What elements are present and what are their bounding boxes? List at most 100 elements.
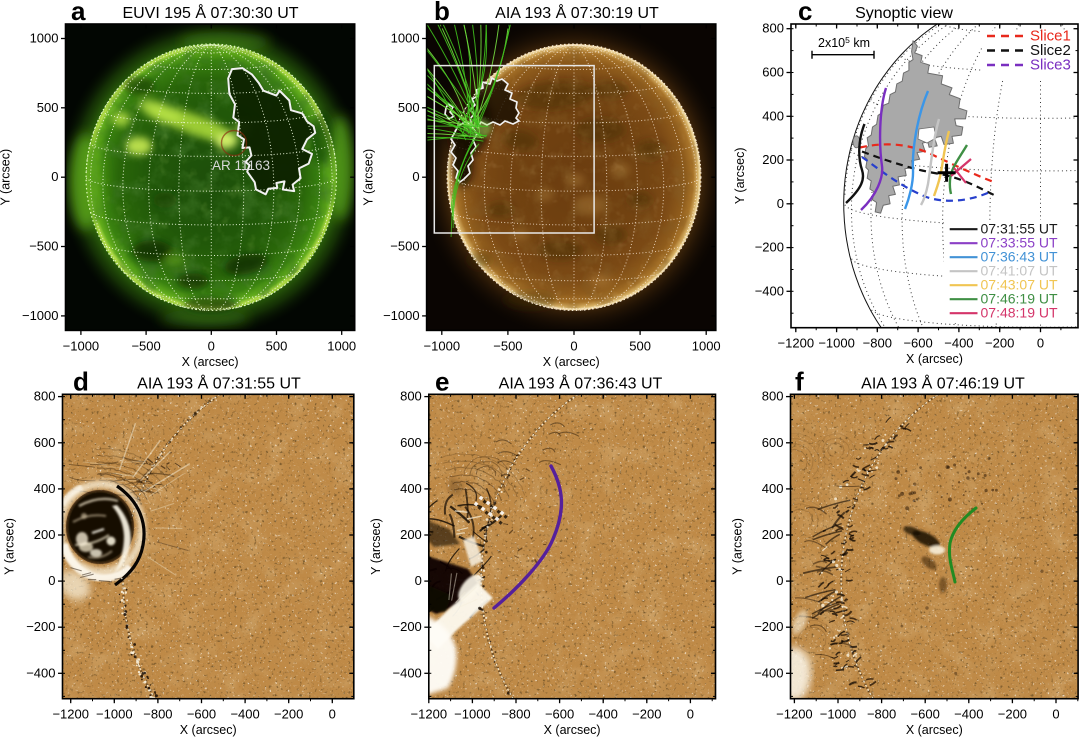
- svg-text:Y (arcsec): Y (arcsec): [362, 149, 376, 206]
- svg-text:0: 0: [570, 338, 577, 353]
- svg-text:800: 800: [400, 389, 422, 404]
- svg-text:Y (arcsec): Y (arcsec): [733, 147, 747, 204]
- svg-text:800: 800: [34, 389, 56, 404]
- svg-text:1000: 1000: [327, 338, 356, 353]
- svg-text:07:31:55 UT: 07:31:55 UT: [981, 221, 1058, 237]
- svg-text:400: 400: [400, 481, 422, 496]
- svg-text:−1000: −1000: [454, 707, 491, 722]
- svg-text:AIA 193 Å 07:36:43 UT: AIA 193 Å 07:36:43 UT: [499, 373, 663, 392]
- svg-text:−400: −400: [230, 707, 259, 722]
- svg-text:AIA 193 Å 07:30:19 UT: AIA 193 Å 07:30:19 UT: [495, 3, 659, 22]
- svg-text:−1000: −1000: [818, 336, 855, 351]
- svg-text:500: 500: [629, 338, 651, 353]
- svg-text:0: 0: [1052, 707, 1059, 722]
- svg-text:Y (arcsec): Y (arcsec): [0, 149, 13, 206]
- svg-text:0: 0: [777, 196, 784, 211]
- svg-text:−1000: −1000: [424, 338, 461, 353]
- svg-text:−400: −400: [944, 336, 973, 351]
- svg-text:−600: −600: [187, 707, 216, 722]
- svg-text:0: 0: [776, 573, 783, 588]
- svg-text:−1200: −1200: [776, 707, 813, 722]
- svg-text:07:41:07 UT: 07:41:07 UT: [981, 263, 1058, 279]
- svg-text:0: 0: [687, 707, 694, 722]
- svg-text:0: 0: [48, 573, 55, 588]
- svg-text:600: 600: [762, 435, 784, 450]
- svg-text:1000: 1000: [692, 338, 721, 353]
- svg-text:AIA 193 Å 07:46:19 UT: AIA 193 Å 07:46:19 UT: [861, 373, 1025, 392]
- svg-text:X (arcsec): X (arcsec): [180, 723, 237, 737]
- svg-text:−200: −200: [754, 619, 783, 634]
- svg-text:−1200: −1200: [52, 707, 89, 722]
- svg-text:−500: −500: [390, 239, 419, 254]
- svg-text:c: c: [798, 0, 812, 26]
- svg-text:0: 0: [208, 338, 215, 353]
- svg-text:a: a: [71, 0, 86, 26]
- svg-text:Y (arcsec): Y (arcsec): [731, 518, 745, 575]
- svg-text:800: 800: [762, 389, 784, 404]
- svg-text:200: 200: [762, 527, 784, 542]
- svg-text:−600: −600: [545, 707, 574, 722]
- svg-text:−200: −200: [274, 707, 303, 722]
- svg-text:−800: −800: [143, 707, 172, 722]
- svg-text:Y (arcsec): Y (arcsec): [3, 518, 17, 575]
- svg-text:−1000: −1000: [63, 338, 100, 353]
- svg-text:−1000: −1000: [383, 308, 420, 323]
- svg-text:Y (arcsec): Y (arcsec): [369, 518, 383, 575]
- svg-text:500: 500: [398, 100, 420, 115]
- svg-text:−200: −200: [393, 619, 422, 634]
- svg-text:AIA 193 Å 07:31:55 UT: AIA 193 Å 07:31:55 UT: [137, 373, 301, 392]
- svg-text:−800: −800: [501, 707, 530, 722]
- svg-text:800: 800: [762, 21, 784, 36]
- svg-text:e: e: [435, 366, 449, 396]
- svg-text:−400: −400: [954, 707, 983, 722]
- svg-text:X (arcsec): X (arcsec): [544, 723, 601, 737]
- svg-text:X (arcsec): X (arcsec): [543, 355, 600, 369]
- svg-text:500: 500: [266, 338, 288, 353]
- svg-text:−400: −400: [393, 665, 422, 680]
- svg-text:X (arcsec): X (arcsec): [182, 355, 239, 369]
- svg-text:−400: −400: [26, 665, 55, 680]
- svg-text:−1200: −1200: [778, 336, 815, 351]
- svg-text:−200: −200: [632, 707, 661, 722]
- svg-text:−200: −200: [998, 707, 1027, 722]
- svg-text:−200: −200: [26, 619, 55, 634]
- svg-text:EUVI 195 Å 07:30:30 UT: EUVI 195 Å 07:30:30 UT: [122, 3, 298, 22]
- svg-text:−500: −500: [131, 338, 160, 353]
- svg-text:−1000: −1000: [22, 308, 59, 323]
- svg-text:600: 600: [34, 435, 56, 450]
- svg-text:200: 200: [400, 527, 422, 542]
- svg-text:07:43:07 UT: 07:43:07 UT: [981, 277, 1058, 293]
- svg-text:−400: −400: [754, 665, 783, 680]
- svg-text:−400: −400: [589, 707, 618, 722]
- svg-text:X (arcsec): X (arcsec): [906, 352, 963, 366]
- svg-text:200: 200: [762, 152, 784, 167]
- svg-text:400: 400: [762, 108, 784, 123]
- svg-text:0: 0: [1037, 336, 1044, 351]
- svg-text:−500: −500: [493, 338, 522, 353]
- svg-text:−400: −400: [755, 283, 784, 298]
- svg-text:Slice3: Slice3: [1030, 57, 1071, 74]
- svg-text:b: b: [434, 0, 450, 26]
- svg-text:600: 600: [400, 435, 422, 450]
- svg-text:2x105 km: 2x105 km: [818, 35, 870, 50]
- svg-text:Slice2: Slice2: [1030, 42, 1071, 59]
- svg-text:−800: −800: [867, 707, 896, 722]
- svg-text:400: 400: [762, 481, 784, 496]
- svg-text:−600: −600: [903, 336, 932, 351]
- svg-text:Synoptic view: Synoptic view: [855, 5, 953, 22]
- svg-text:0: 0: [415, 573, 422, 588]
- svg-text:−1200: −1200: [411, 707, 448, 722]
- svg-text:07:33:55 UT: 07:33:55 UT: [981, 235, 1058, 251]
- svg-text:600: 600: [762, 65, 784, 80]
- svg-text:07:48:19 UT: 07:48:19 UT: [981, 305, 1058, 321]
- svg-text:0: 0: [329, 707, 336, 722]
- svg-text:−1000: −1000: [96, 707, 133, 722]
- svg-text:−500: −500: [29, 239, 58, 254]
- svg-text:0: 0: [412, 169, 419, 184]
- svg-text:1000: 1000: [30, 31, 59, 46]
- svg-text:07:46:19 UT: 07:46:19 UT: [981, 291, 1058, 307]
- svg-text:−800: −800: [863, 336, 892, 351]
- svg-text:d: d: [73, 366, 89, 396]
- svg-text:−200: −200: [985, 336, 1014, 351]
- svg-text:Slice1: Slice1: [1030, 28, 1071, 45]
